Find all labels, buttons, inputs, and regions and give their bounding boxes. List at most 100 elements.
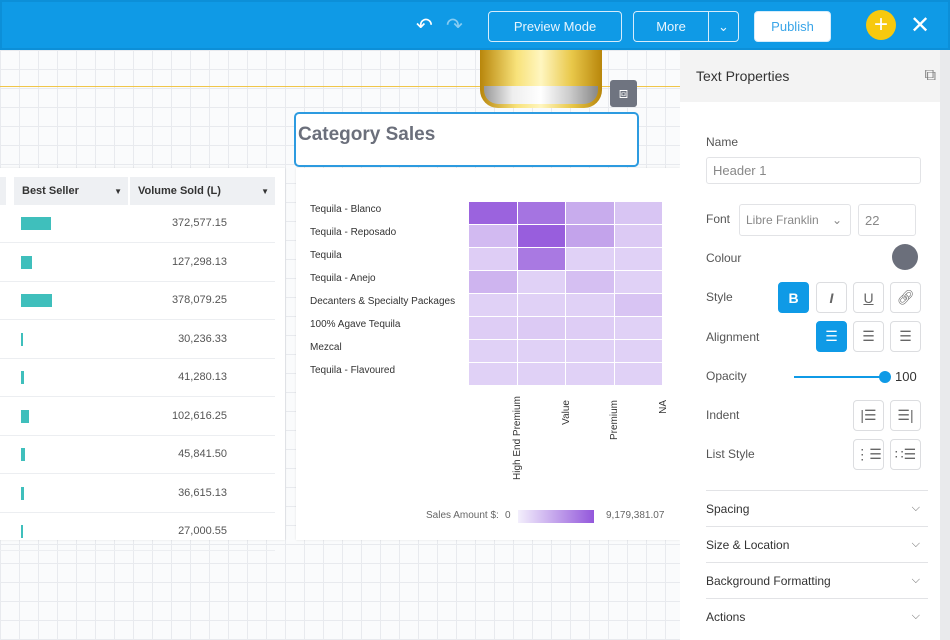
header-label: Best Seller	[22, 185, 79, 197]
crop-icon[interactable]: ⧈	[610, 80, 637, 107]
link-icon[interactable]: 🔗︎	[890, 282, 921, 313]
heatmap-cell[interactable]	[614, 317, 662, 339]
section-size-location[interactable]: Size & Location ⌵	[706, 526, 928, 562]
heatmap-cell[interactable]	[469, 202, 517, 224]
align-right-icon[interactable]: ☰	[890, 321, 921, 352]
redo-icon[interactable]: ↷	[446, 15, 463, 37]
table-row[interactable]: 127,298.13	[0, 244, 275, 282]
best-seller-bar	[21, 409, 30, 423]
bold-button[interactable]: B	[778, 282, 809, 313]
chevron-down-icon: ⌵	[911, 574, 920, 586]
italic-button[interactable]: I	[816, 282, 847, 313]
chevron-down-icon: ⌵	[911, 538, 920, 550]
preview-mode-button[interactable]: Preview Mode	[488, 11, 622, 42]
best-seller-bar	[21, 486, 25, 500]
indent-increase-icon[interactable]: ☰|	[890, 400, 921, 431]
section-spacing[interactable]: Spacing ⌵	[706, 490, 928, 526]
opacity-slider[interactable]	[794, 376, 886, 378]
volume-value: 102,616.25	[171, 409, 227, 422]
table-row[interactable]: 36,615.13	[0, 475, 275, 513]
align-center-icon[interactable]: ☰	[853, 321, 884, 352]
heatmap-cell[interactable]	[566, 248, 614, 270]
heatmap-cell[interactable]	[566, 225, 614, 247]
heatmap-cell[interactable]	[469, 271, 517, 293]
section-actions[interactable]: Actions ⌵	[706, 598, 928, 634]
table-row[interactable]: 45,841.50	[0, 436, 275, 474]
table-row[interactable]: 378,079.25	[0, 282, 275, 320]
volume-value: 45,841.50	[178, 448, 227, 460]
heatmap-cell[interactable]	[614, 271, 662, 293]
heatmap-cell[interactable]	[566, 363, 614, 385]
table-row[interactable]: 102,616.25	[0, 398, 275, 436]
heatmap-cell[interactable]	[517, 202, 565, 224]
popout-icon[interactable]: ⧉	[924, 67, 936, 84]
heatmap-cell[interactable]	[469, 363, 517, 385]
heatmap-cell[interactable]	[469, 248, 517, 270]
table-row[interactable]: 41,280.13	[0, 359, 275, 397]
heatmap-cell[interactable]	[614, 340, 662, 362]
legend-max: 9,179,381.07	[606, 510, 665, 521]
table-row[interactable]: 372,577.15	[0, 205, 275, 243]
column-header-best-seller[interactable]: Best Seller ▼	[14, 177, 128, 205]
panel-scrollbar[interactable]	[940, 50, 950, 640]
indent-label: Indent	[706, 408, 740, 422]
heatmap-cell[interactable]	[614, 363, 662, 385]
undo-icon[interactable]: ↶	[416, 15, 433, 37]
font-size-input[interactable]: 22	[858, 204, 916, 236]
heatmap-cell[interactable]	[469, 340, 517, 362]
font-select[interactable]: Libre Franklin ⌄	[739, 204, 851, 236]
heatmap-cell[interactable]	[614, 294, 662, 316]
product-image[interactable]	[480, 50, 602, 108]
opacity-slider-handle[interactable]	[879, 371, 891, 383]
title-textbox[interactable]: Category Sales	[294, 112, 639, 167]
heatmap-widget[interactable]: Tequila - Blanco Tequila - Reposado Tequil…	[296, 168, 680, 540]
align-left-icon[interactable]: ☰	[816, 321, 847, 352]
heatmap-cell[interactable]	[517, 294, 565, 316]
heatmap-cell[interactable]	[566, 294, 614, 316]
heatmap-cell[interactable]	[566, 202, 614, 224]
table-row[interactable]: 27,000.55	[0, 513, 275, 551]
table-widget[interactable]: ▼ Best Seller ▼ Volume Sold (L) ▼ 372,577.…	[0, 168, 285, 551]
add-icon[interactable]: +	[866, 10, 896, 40]
heatmap-cell[interactable]	[614, 225, 662, 247]
close-icon[interactable]: ✕	[910, 12, 931, 39]
heatmap-cell[interactable]	[517, 340, 565, 362]
heatmap-cell[interactable]	[566, 340, 614, 362]
name-label: Name	[706, 135, 739, 149]
heatmap-cell[interactable]	[517, 363, 565, 385]
section-label: Background Formatting	[706, 573, 831, 588]
table-row[interactable]: 30,236.33	[0, 321, 275, 359]
heatmap-cell[interactable]	[517, 225, 565, 247]
sort-icon[interactable]: ▼	[261, 186, 269, 196]
numbered-list-icon[interactable]: ⋮☰	[853, 439, 884, 470]
publish-button[interactable]: Publish	[754, 11, 831, 42]
row-label: Decanters & Specialty Packages	[310, 296, 456, 307]
heatmap-cell[interactable]	[614, 202, 662, 224]
heatmap-cell[interactable]	[517, 248, 565, 270]
name-input[interactable]: Header 1	[706, 157, 921, 184]
column-header-volume[interactable]: Volume Sold (L) ▼	[130, 177, 275, 205]
heatmap-cell[interactable]	[469, 317, 517, 339]
column-header-prev[interactable]: ▼	[0, 177, 6, 205]
colour-swatch[interactable]	[892, 244, 918, 270]
indent-decrease-icon[interactable]: |☰	[853, 400, 884, 431]
bulleted-list-icon[interactable]: ∷☰	[890, 439, 921, 470]
font-value: Libre Franklin	[746, 213, 819, 227]
section-background[interactable]: Background Formatting ⌵	[706, 562, 928, 598]
sort-icon[interactable]: ▼	[114, 186, 122, 196]
heatmap-cell[interactable]	[566, 271, 614, 293]
column-label: Value	[560, 400, 572, 425]
heatmap-cell[interactable]	[517, 271, 565, 293]
panel-title: Text Properties	[696, 68, 790, 84]
heatmap-cell[interactable]	[614, 248, 662, 270]
underline-button[interactable]: U	[853, 282, 884, 313]
section-label: Spacing	[706, 501, 750, 516]
heatmap-cell[interactable]	[517, 317, 565, 339]
heatmap-cell[interactable]	[469, 225, 517, 247]
heatmap-cell[interactable]	[469, 294, 517, 316]
heatmap-cell[interactable]	[566, 317, 614, 339]
more-button[interactable]: More	[633, 11, 709, 42]
row-label: Tequila	[310, 250, 342, 261]
best-seller-bar	[21, 217, 52, 230]
more-dropdown[interactable]: ⌄	[708, 11, 739, 42]
